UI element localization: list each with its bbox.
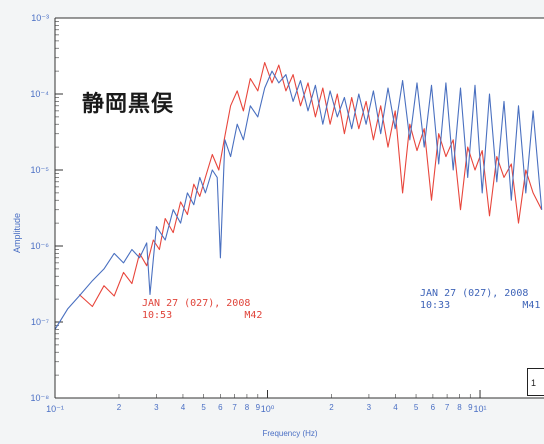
x-minor-tick-label: 2	[329, 403, 334, 412]
red-series-annotation: JAN 27 (027), 2008 10:53 M42	[142, 298, 263, 321]
x-minor-tick-label: 9	[468, 403, 473, 412]
x-minor-tick-label: 5	[201, 403, 206, 412]
x-minor-tick-label: 3	[154, 403, 159, 412]
x-minor-tick-label: 6	[218, 403, 223, 412]
x-minor-tick-label: 7	[445, 403, 450, 412]
y-axis-label: Amplitude	[12, 212, 22, 254]
x-minor-tick-label: 3	[367, 403, 372, 412]
y-tick-label: 10⁻⁷	[31, 317, 49, 327]
y-tick-label: 10⁻⁵	[31, 165, 50, 175]
x-minor-tick-label: 9	[256, 403, 261, 412]
x-minor-tick-label: 8	[245, 403, 250, 412]
x-axis-label: Frequency (Hz)	[262, 429, 318, 438]
y-tick-label: 10⁻³	[31, 13, 49, 23]
series-group	[54, 61, 543, 330]
x-minor-tick-label: 4	[181, 403, 186, 412]
x-minor-tick-label: 2	[117, 403, 122, 412]
x-minor-tick-label: 8	[457, 403, 462, 412]
station-name-label: 静岡黒俣	[82, 92, 175, 117]
y-tick-label: 10⁻⁸	[30, 393, 49, 403]
x-minor-tick-label: 5	[414, 403, 419, 412]
x-tick-label: 10¹	[474, 404, 487, 414]
plot-area	[55, 18, 544, 398]
blue-series-annotation: JAN 27 (027), 2008 10:33 M41	[420, 288, 541, 311]
x-tick-label: 10⁻¹	[46, 404, 64, 414]
x-minor-tick-label: 6	[431, 403, 436, 412]
y-tick-label: 10⁻⁶	[31, 241, 50, 251]
blue-series-line	[54, 70, 543, 330]
x-minor-tick-label: 7	[232, 403, 237, 412]
x-minor-tick-label: 4	[393, 403, 398, 412]
edge-box: 1	[527, 368, 544, 396]
y-tick-label: 10⁻⁴	[30, 89, 49, 99]
x-tick-label: 10⁰	[261, 404, 275, 414]
